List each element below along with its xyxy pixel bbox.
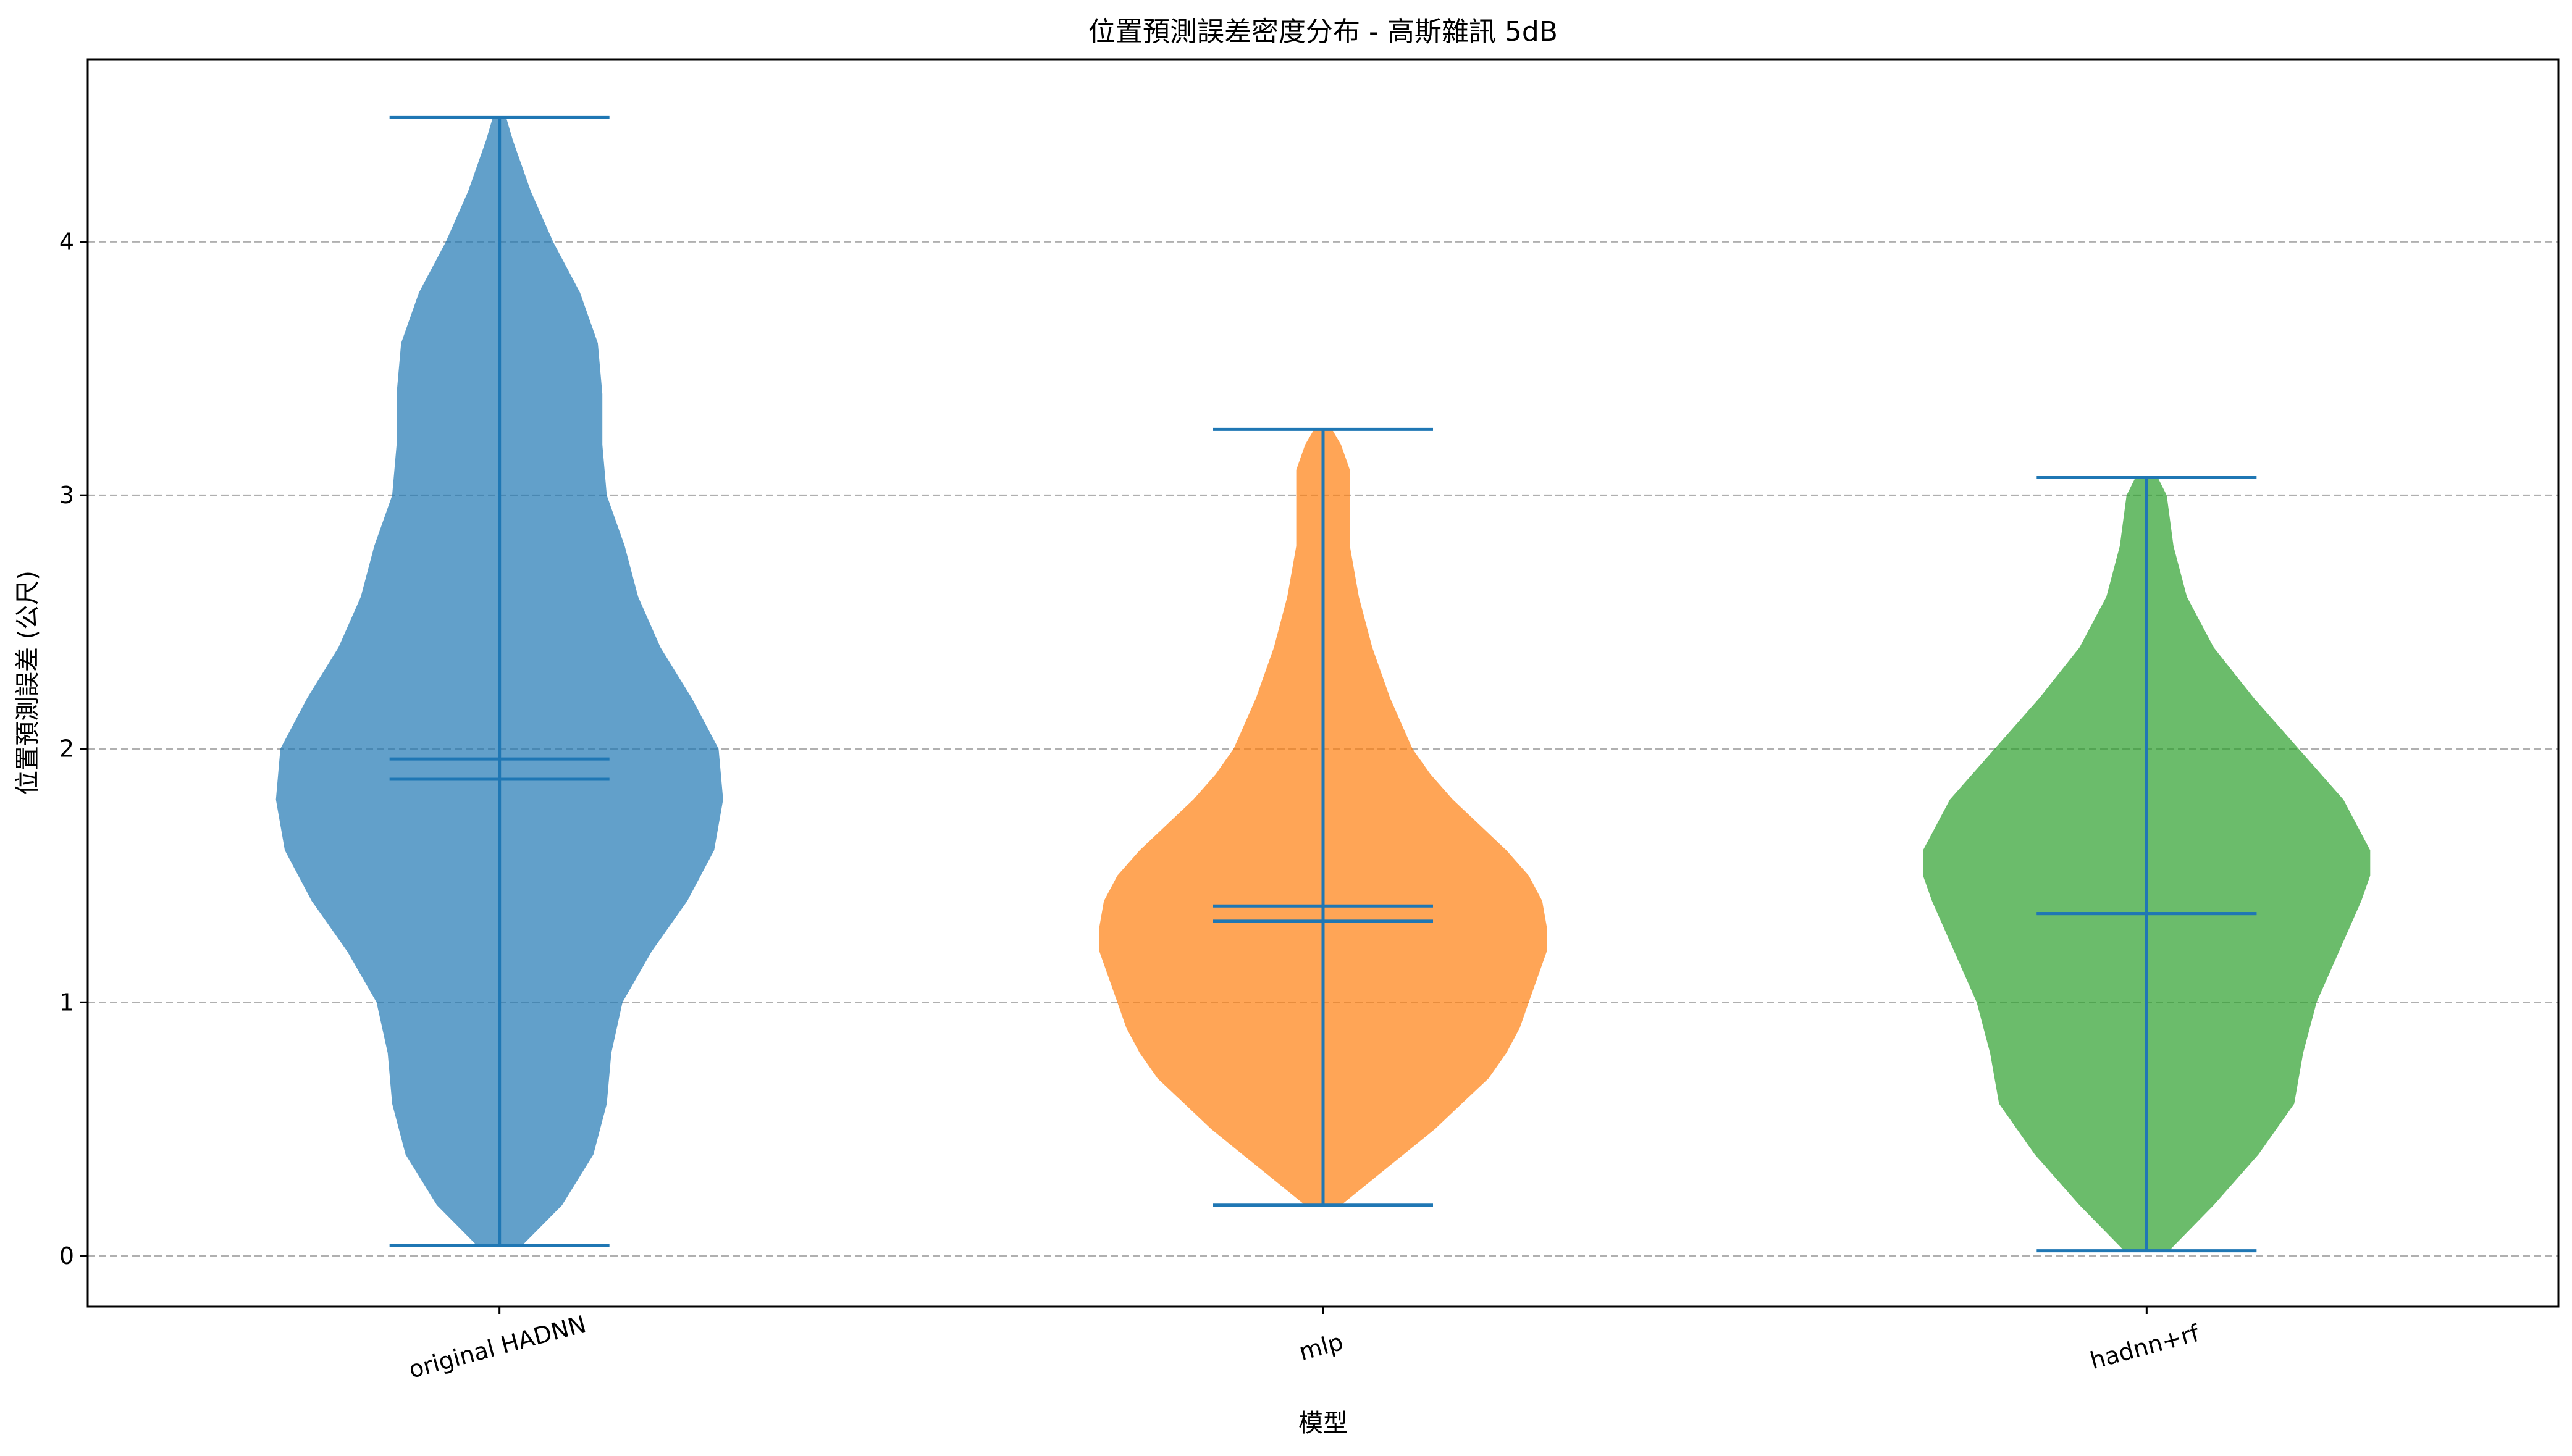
y-tick-label: 4	[59, 228, 74, 256]
y-tick-label: 1	[59, 989, 74, 1016]
y-tick-label: 0	[59, 1242, 74, 1270]
x-axis-label: 模型	[1298, 1409, 1348, 1437]
y-tick-label: 2	[59, 735, 74, 763]
violins-layer	[275, 115, 2371, 1253]
chart-title: 位置預測誤差密度分布 - 高斯雜訊 5dB	[1088, 16, 1558, 48]
y-axis: 0 1 2 3 4	[59, 228, 88, 1270]
y-axis-label: 位置預測誤差 (公尺)	[14, 571, 42, 795]
y-tick-label: 3	[59, 482, 74, 509]
